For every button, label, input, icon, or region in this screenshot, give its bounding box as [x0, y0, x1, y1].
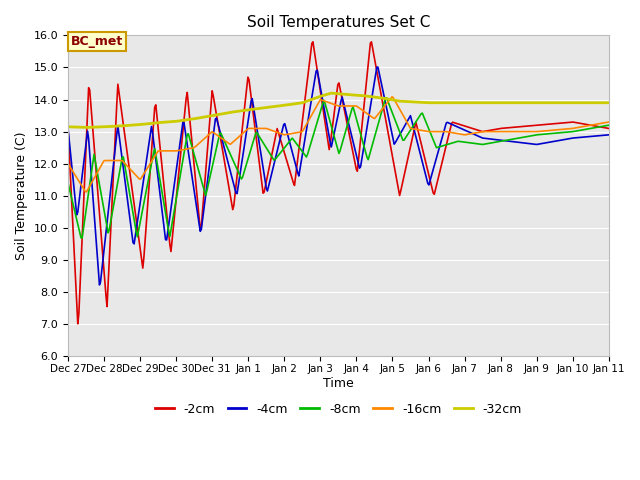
Text: BC_met: BC_met	[71, 36, 123, 48]
Title: Soil Temperatures Set C: Soil Temperatures Set C	[246, 15, 430, 30]
Legend: -2cm, -4cm, -8cm, -16cm, -32cm: -2cm, -4cm, -8cm, -16cm, -32cm	[150, 398, 527, 420]
X-axis label: Time: Time	[323, 377, 354, 390]
Y-axis label: Soil Temperature (C): Soil Temperature (C)	[15, 132, 28, 260]
